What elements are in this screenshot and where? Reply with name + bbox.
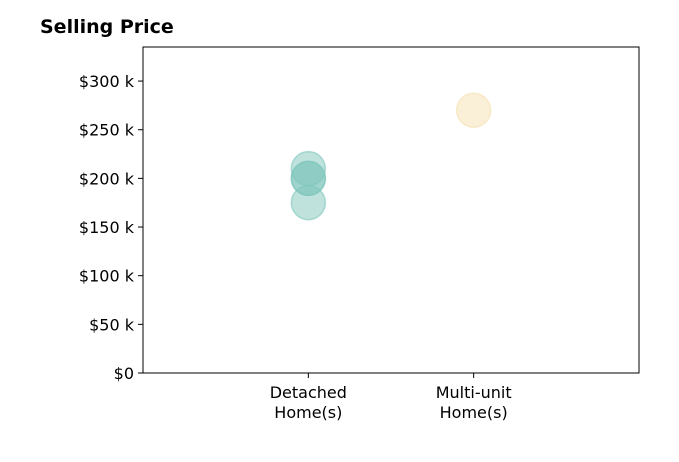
chart-title: Selling Price <box>40 16 174 38</box>
plot-area-frame <box>142 46 640 374</box>
data-point <box>290 160 327 197</box>
y-tick-label: $300 k <box>79 72 135 91</box>
data-point <box>455 92 492 129</box>
y-tick-label: $50 k <box>89 315 135 334</box>
y-tick-label: $0 <box>114 364 134 383</box>
y-tick-label: $100 k <box>79 267 135 286</box>
y-axis-ticks: $0 $50 k $100 k $150 k $200 k $250 k $300 k <box>79 72 143 383</box>
y-tick-label: $250 k <box>79 121 135 140</box>
x-tick-label: Multi-unit Home(s) <box>436 383 512 422</box>
x-tick-label: Detached Home(s) <box>270 383 347 422</box>
y-tick-label: $150 k <box>79 218 135 237</box>
y-tick-label: $200 k <box>79 169 135 188</box>
data-points <box>290 92 492 221</box>
x-axis-ticks: Detached Home(s) Multi-unit Home(s) <box>270 373 512 422</box>
